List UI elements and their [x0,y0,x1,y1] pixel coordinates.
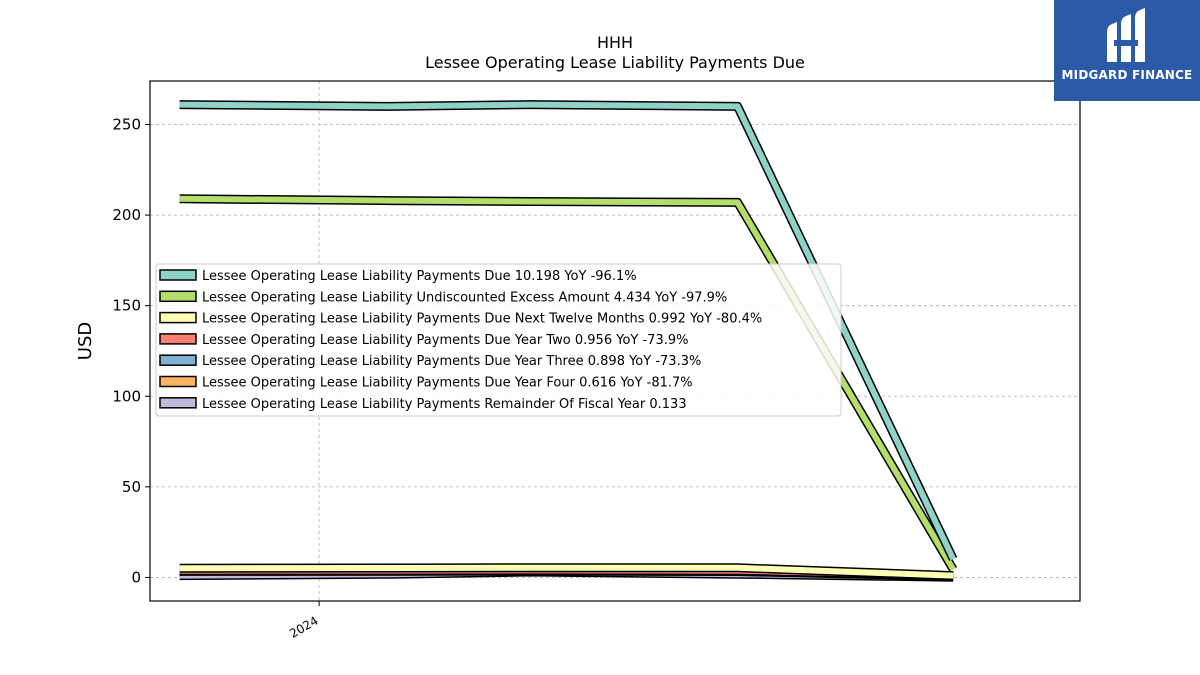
legend-entry: Lessee Operating Lease Liability Payment… [202,397,687,412]
brand-logo: MIDGARD FINANCE [1054,0,1200,101]
plot-frame [149,80,1081,602]
legend-swatch [159,333,197,345]
legend-box [155,263,842,417]
y-tick-label: 50 [122,478,141,496]
y-tick-label: 150 [112,297,141,315]
chart-subtitle: Lessee Operating Lease Liability Payment… [425,53,805,72]
series-line-3 [179,563,954,581]
legend-entry: Lessee Operating Lease Liability Payment… [202,333,688,348]
legend-entry: Lessee Operating Lease Liability Undisco… [202,290,727,305]
legend-entry: Lessee Operating Lease Liability Payment… [202,354,701,369]
y-axis-label: USD [75,322,96,360]
x-tick-label: 2024 [287,613,320,640]
y-tick-label: 250 [112,115,141,133]
legend-swatch [159,354,197,366]
series-layer [179,100,958,582]
legend-swatch [159,311,197,324]
series-line-1 [179,100,958,561]
y-tick-label: 200 [112,206,141,224]
legend-entry: Lessee Operating Lease Liability Payment… [202,312,762,327]
y-tick-label: 0 [131,568,141,586]
series-stroke [179,101,956,561]
series-stroke [179,564,954,579]
legend-entry: Lessee Operating Lease Liability Payment… [202,269,637,284]
chart-title: HHH [597,33,633,52]
legend-swatch [159,290,197,303]
legend-swatch [159,375,197,388]
legend-swatch [159,269,197,281]
legend-swatch [159,397,197,409]
y-tick-label: 100 [112,387,141,405]
legend: Lessee Operating Lease Liability Payment… [155,263,842,417]
brand-name: MIDGARD FINANCE [1061,68,1193,82]
legend-entry: Lessee Operating Lease Liability Payment… [202,376,693,391]
brand-logo-icon [1107,8,1145,62]
